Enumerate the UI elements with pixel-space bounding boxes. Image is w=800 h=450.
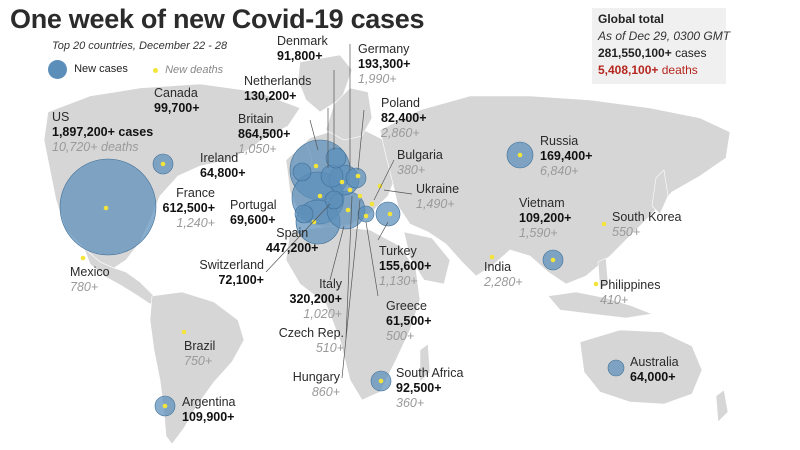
- poland-deaths-dot: [355, 173, 361, 179]
- label-france: France 612,500+ 1,240+: [162, 186, 215, 230]
- global-total-cases: 281,550,100+ cases: [598, 46, 707, 60]
- label-australia: Australia 64,000+: [630, 355, 679, 384]
- hungary-leader: [341, 199, 361, 379]
- netherlands-cases-bubble: [320, 164, 344, 188]
- denmark-cases-bubble: [325, 147, 347, 169]
- philippines-land: [597, 257, 609, 291]
- global-total-box: Global total As of Dec 29, 0300 GMT 281,…: [592, 8, 731, 84]
- turkey-leader: [377, 221, 389, 241]
- southkorea-deaths-dot: [601, 221, 607, 227]
- bulgaria-deaths-dot: [369, 201, 375, 207]
- russia-deaths-dot: [517, 152, 523, 158]
- label-portugal: Portugal 69,600+: [230, 198, 277, 227]
- legend-cases-label: New cases: [74, 63, 128, 76]
- label-denmark: Denmark 91,800+: [277, 34, 328, 63]
- ukraine-leader: [383, 189, 413, 195]
- philippines-deaths-dot: [593, 281, 599, 287]
- label-us: US 1,897,200+ cases 10,720+ deaths: [52, 110, 154, 154]
- brazil-deaths-dot: [181, 329, 187, 335]
- label-poland: Poland 82,400+ 2,860+: [381, 96, 427, 140]
- page-title: One week of new Covid-19 cases: [10, 4, 425, 34]
- italy-leader: [329, 225, 345, 281]
- germany-deaths-dot: [339, 179, 345, 185]
- madagascar-land: [419, 343, 431, 383]
- india-deaths-dot: [489, 254, 495, 260]
- portugal-cases-bubble: [294, 204, 314, 224]
- label-ukraine: Ukraine 1,490+: [416, 182, 460, 211]
- arabia-land: [403, 231, 451, 285]
- label-argentina: Argentina 109,900+: [182, 395, 236, 424]
- label-philippines: Philippines 410+: [600, 278, 661, 307]
- global-total-asof: As of Dec 29, 0300 GMT: [598, 29, 731, 43]
- label-vietnam: Vietnam 109,200+ 1,590+: [519, 196, 572, 240]
- label-russia: Russia 169,400+ 6,840+: [540, 134, 593, 178]
- label-bulgaria: Bulgaria 380+: [397, 148, 443, 177]
- us-deaths-dot: [103, 205, 109, 211]
- ireland-cases-bubble: [292, 162, 312, 182]
- label-hungary: Hungary 860+: [292, 370, 340, 399]
- label-spain: Spain 447,200+: [266, 226, 319, 255]
- greenland-land: [297, 54, 353, 113]
- czech-leader: [345, 195, 353, 339]
- label-netherlands: Netherlands 130,200+: [244, 74, 312, 103]
- scandinavia-land: [325, 87, 373, 141]
- ukraine-deaths-dot: [377, 183, 383, 189]
- italy-deaths-dot: [345, 207, 351, 213]
- label-mexico: Mexico 780+: [70, 265, 110, 294]
- label-czech: Czech Rep. 510+: [278, 326, 344, 355]
- greece-leader: [365, 221, 379, 297]
- label-brazil: Brazil 750+: [184, 339, 216, 368]
- label-turkey: Turkey 155,600+ 1,130+: [379, 244, 432, 288]
- label-switzerland: Switzerland 72,100+: [199, 258, 264, 287]
- argentina-deaths-dot: [162, 403, 168, 409]
- deaths-dot-icon: [153, 67, 158, 73]
- poland-leader: [357, 109, 365, 171]
- australia-land: [579, 329, 703, 405]
- label-italy: Italy 320,200+ 1,020+: [289, 277, 342, 321]
- label-southafrica: South Africa 92,500+ 360+: [396, 366, 464, 410]
- spain-deaths-dot: [311, 219, 317, 225]
- legend-cases: New cases: [48, 60, 128, 79]
- label-canada: Canada 99,700+: [154, 86, 200, 115]
- label-germany: Germany 193,300+ 1,990+: [358, 42, 411, 86]
- label-southkorea: South Korea 550+: [612, 210, 682, 239]
- global-total-title: Global total: [598, 12, 664, 26]
- page-subtitle: Top 20 countries, December 22 - 28: [52, 40, 228, 52]
- legend-deaths-label: New deaths: [165, 64, 224, 76]
- hungary-deaths-dot: [357, 193, 363, 199]
- southafrica-deaths-dot: [378, 378, 384, 384]
- legend-deaths: New deaths: [153, 64, 223, 76]
- switzerland-leader: [265, 203, 331, 273]
- france-deaths-dot: [317, 193, 323, 199]
- japan-land: [651, 169, 669, 215]
- turkey-deaths-dot: [387, 211, 393, 217]
- britain-leader: [309, 119, 319, 151]
- vietnam-deaths-dot: [550, 257, 556, 263]
- canada-deaths-dot: [160, 161, 166, 167]
- czech-deaths-dot: [347, 187, 353, 193]
- bulgaria-leader: [373, 159, 395, 201]
- label-india: India 2,280+: [484, 260, 523, 289]
- label-britain: Britain 864,500+ 1,050+: [238, 112, 291, 156]
- new-zealand-land: [715, 389, 729, 423]
- britain-deaths-dot: [313, 163, 319, 169]
- global-total-deaths: 5,408,100+ deaths: [598, 63, 698, 77]
- mexico-deaths-dot: [80, 255, 86, 261]
- greece-deaths-dot: [363, 213, 369, 219]
- asia-land: [379, 95, 731, 285]
- australia-cases-bubble: [607, 359, 625, 377]
- label-greece: Greece 61,500+ 500+: [386, 299, 432, 343]
- cases-bubble-icon: [48, 60, 67, 79]
- poland-cases-bubble: [345, 167, 367, 189]
- indonesia-land: [547, 291, 654, 319]
- label-ireland: Ireland 64,800+: [200, 151, 246, 180]
